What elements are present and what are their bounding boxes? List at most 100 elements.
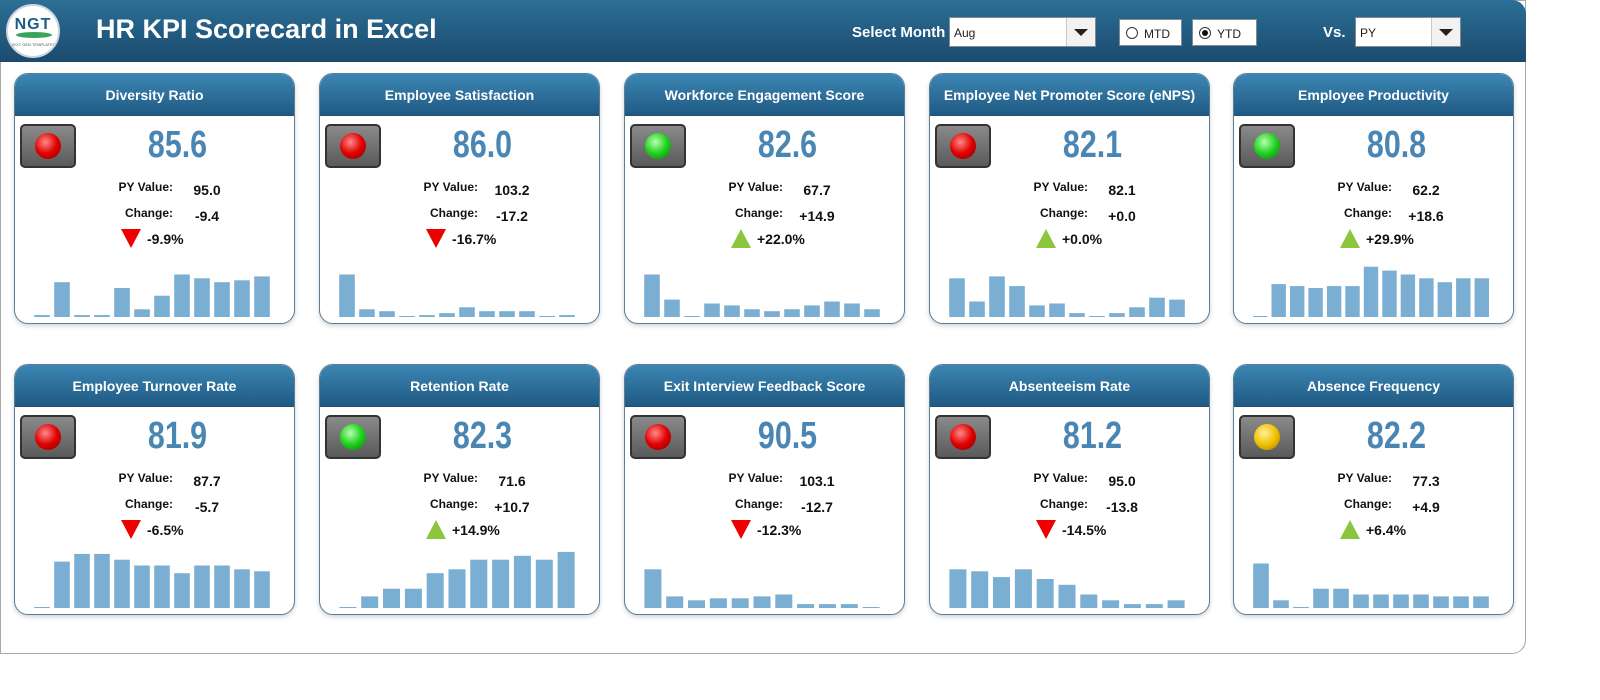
ytd-radio-label: YTD	[1217, 27, 1241, 41]
status-light	[935, 124, 991, 168]
sparkline-bar	[134, 565, 150, 608]
change-value: -17.2	[496, 208, 528, 224]
sparkline-bar	[234, 280, 250, 317]
change-percent: +29.9%	[1366, 231, 1414, 247]
kpi-card: Workforce Engagement Score 82.6 PY Value: 6…	[624, 73, 905, 324]
sparkline-bar	[709, 598, 727, 608]
sparkline-bar	[361, 596, 379, 608]
sparkline-bar	[174, 274, 190, 317]
change-label: Change:	[1344, 497, 1392, 511]
chevron-down-icon	[1074, 29, 1088, 36]
month-dropdown-button[interactable]	[1066, 18, 1095, 46]
sparkline-bar	[448, 569, 466, 608]
sparkline-bar	[1058, 584, 1076, 608]
sparkline-bar	[1473, 596, 1489, 608]
kpi-card-title: Employee Turnover Rate	[15, 365, 294, 407]
change-percent: -6.5%	[147, 522, 184, 538]
sparkline-bar	[731, 598, 749, 608]
sparkline-bar	[1253, 316, 1268, 317]
sparkline-bar	[1326, 286, 1342, 317]
sparkline-bar	[684, 316, 700, 317]
sparkline-bar	[1080, 594, 1098, 608]
change-percent: -14.5%	[1062, 522, 1107, 538]
trend-up-arrow-icon	[1340, 229, 1360, 248]
status-light	[1239, 124, 1295, 168]
sparkline-bar	[470, 559, 488, 608]
kpi-card-title: Exit Interview Feedback Score	[625, 365, 904, 407]
sparkline-bar	[764, 311, 780, 317]
sparkline-bar	[254, 276, 270, 317]
sparkline-bar	[1313, 588, 1329, 608]
change-value: +4.9	[1412, 499, 1440, 515]
logo-text: NGT	[14, 16, 52, 33]
kpi-card: Employee Net Promoter Score (eNPS) 82.1 PY…	[929, 73, 1210, 324]
comparison-dropdown-button[interactable]	[1431, 18, 1460, 46]
ytd-radio-indicator[interactable]	[1199, 27, 1211, 39]
sparkline-bar	[840, 604, 858, 608]
sparkline-bar	[1393, 594, 1409, 608]
change-label: Change:	[735, 206, 783, 220]
month-dropdown-value: Aug	[954, 26, 976, 40]
sparkline-bar	[949, 569, 967, 608]
sparkline-bar	[704, 303, 720, 317]
status-light-green-icon	[340, 424, 366, 450]
kpi-card: Employee Productivity 80.8 PY Value: 62.2 Ch…	[1233, 73, 1514, 324]
change-percent: +14.9%	[452, 522, 500, 538]
py-value-label: PY Value:	[1337, 471, 1392, 485]
sparkline-bar	[666, 596, 684, 608]
sparkline-bar	[1382, 270, 1397, 317]
py-value: 62.2	[1412, 182, 1440, 198]
trend-sparkline	[1253, 563, 1489, 608]
sparkline-bar	[1169, 299, 1185, 317]
kpi-card-title: Absence Frequency	[1234, 365, 1513, 407]
sparkline-bar	[559, 315, 575, 317]
sparkline-bar	[664, 299, 680, 317]
kpi-value: 82.2	[1366, 415, 1427, 457]
status-light	[935, 415, 991, 459]
status-light-yellow-icon	[1254, 424, 1280, 450]
sparkline-bar	[1149, 297, 1165, 317]
py-value-label: PY Value:	[423, 471, 478, 485]
sparkline-bar	[1308, 288, 1323, 317]
py-value: 77.3	[1412, 473, 1440, 489]
select-month-label: Select Month	[852, 24, 946, 41]
mtd-radio-indicator[interactable]	[1126, 27, 1138, 39]
sparkline-bar	[519, 311, 535, 317]
trend-up-arrow-icon	[1340, 520, 1360, 539]
status-light	[1239, 415, 1295, 459]
comparison-dropdown[interactable]: PY	[1355, 17, 1461, 47]
kpi-card: Retention Rate 82.3 PY Value: 71.6 Change: +1…	[319, 364, 600, 615]
sparkline-bar	[1109, 313, 1125, 317]
mtd-radio[interactable]: MTD	[1119, 19, 1182, 46]
mtd-radio-label: MTD	[1144, 27, 1170, 41]
sparkline-bar	[557, 551, 575, 608]
sparkline-bar	[1273, 600, 1289, 608]
py-value-label: PY Value:	[118, 471, 173, 485]
sparkline-bar	[114, 288, 130, 317]
sparkline-bar	[1419, 278, 1434, 317]
sparkline-bar	[1253, 563, 1269, 608]
trend-sparkline	[34, 274, 270, 317]
change-label: Change:	[1040, 206, 1088, 220]
status-light	[325, 415, 381, 459]
sparkline-bar	[234, 569, 250, 608]
py-value-label: PY Value:	[728, 180, 783, 194]
sparkline-bar	[194, 278, 210, 317]
sparkline-bar	[1014, 569, 1032, 608]
logo-swoosh-icon	[16, 32, 52, 38]
sparkline-bar	[34, 607, 50, 608]
sparkline-bar	[34, 315, 50, 317]
kpi-card-title: Employee Satisfaction	[320, 74, 599, 116]
sparkline-bar	[513, 555, 531, 608]
sparkline-bar	[94, 553, 110, 608]
sparkline-bar	[174, 573, 190, 608]
change-percent: +22.0%	[757, 231, 805, 247]
change-value: +0.0	[1108, 208, 1136, 224]
month-dropdown[interactable]: Aug	[949, 17, 1096, 47]
sparkline-bar	[688, 600, 705, 608]
sparkline-bar	[644, 274, 660, 317]
change-label: Change:	[1040, 497, 1088, 511]
ytd-radio[interactable]: YTD	[1192, 19, 1257, 46]
sparkline-bar	[744, 309, 760, 317]
status-light-red-icon	[645, 424, 671, 450]
